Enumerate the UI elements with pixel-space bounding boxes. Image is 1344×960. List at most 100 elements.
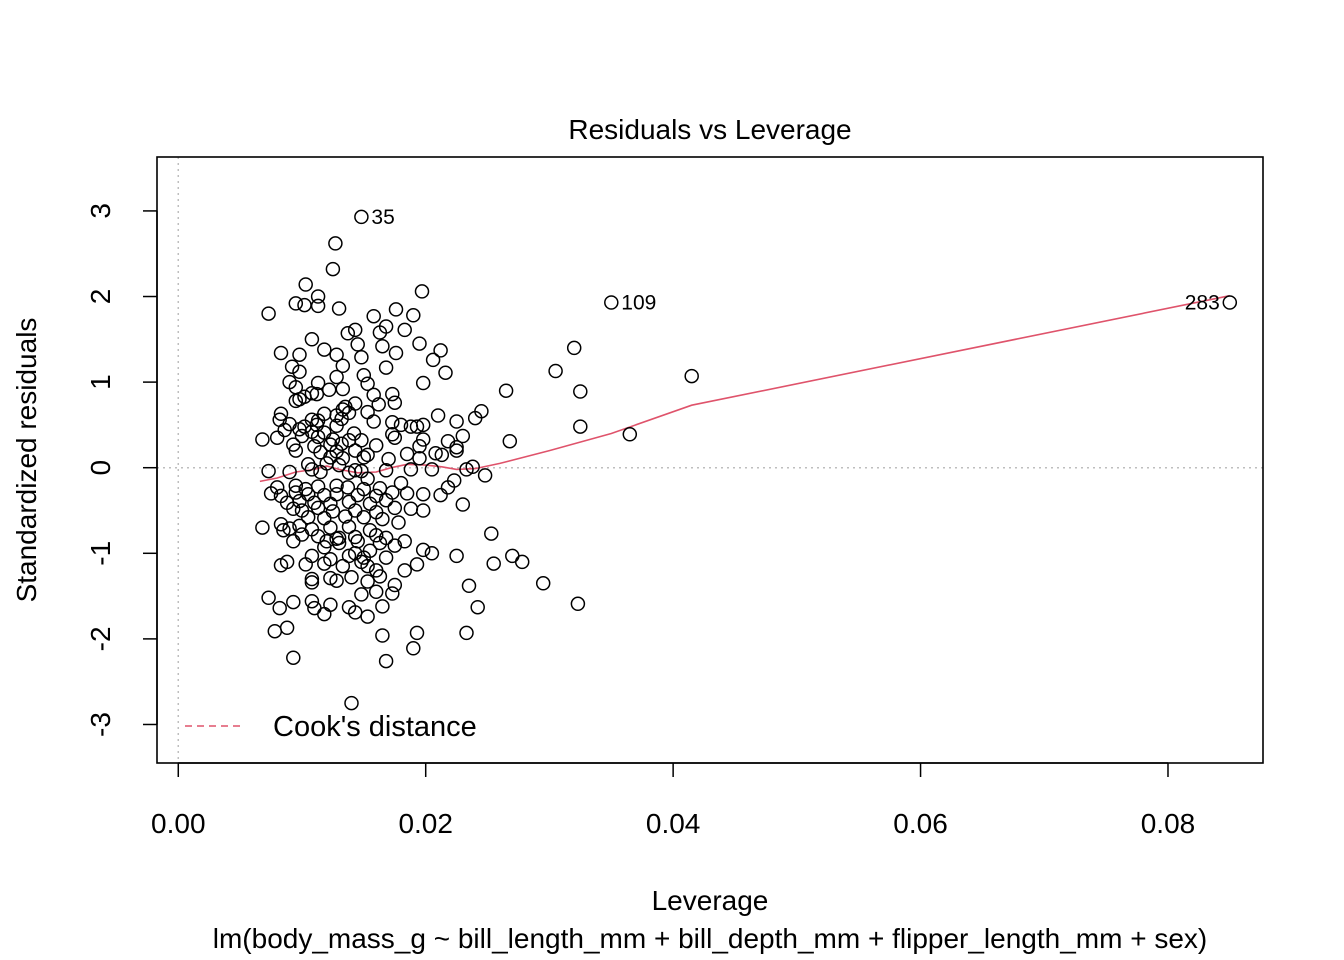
- data-point: [255, 432, 270, 447]
- data-point: [273, 345, 289, 361]
- y-tick-label: -2: [85, 626, 116, 651]
- data-point: [409, 625, 425, 641]
- data-point: [388, 302, 404, 317]
- data-point: [372, 480, 388, 496]
- data-point: [325, 261, 341, 277]
- x-axis-label: Leverage: [652, 885, 769, 916]
- data-point: [1222, 295, 1238, 310]
- data-point: [378, 550, 394, 565]
- data-point: [433, 343, 448, 358]
- data-point: [297, 297, 312, 313]
- x-tick-label: 0.06: [893, 808, 948, 839]
- points-layer: [255, 209, 1238, 711]
- data-point: [502, 433, 518, 449]
- data-point: [261, 590, 276, 606]
- data-point: [317, 606, 332, 622]
- data-point: [622, 427, 638, 442]
- data-point: [415, 486, 431, 502]
- data-point: [356, 510, 372, 525]
- data-point: [368, 584, 384, 600]
- data-point: [298, 277, 313, 292]
- data-point: [277, 422, 292, 438]
- data-point: [304, 385, 320, 401]
- data-point: [403, 501, 419, 517]
- data-point: [387, 577, 403, 593]
- data-point: [425, 352, 441, 368]
- data-point: [465, 459, 480, 475]
- y-tick-label: 1: [85, 374, 116, 390]
- data-point: [329, 369, 344, 385]
- data-point: [455, 428, 471, 444]
- data-point: [354, 587, 369, 602]
- data-point: [391, 515, 406, 530]
- data-point: [360, 404, 375, 420]
- data-point: [385, 427, 400, 442]
- data-point: [317, 556, 332, 571]
- data-point: [415, 375, 431, 391]
- data-point: [331, 535, 347, 551]
- data-point: [276, 522, 291, 538]
- data-point: [279, 620, 295, 636]
- data-point: [335, 558, 351, 574]
- data-point: [505, 548, 520, 564]
- x-axis: 0.00 0.02 0.04 0.06 0.08: [151, 762, 1195, 839]
- data-point: [356, 368, 372, 383]
- data-point: [282, 521, 297, 536]
- x-tick-label: 0.02: [398, 808, 453, 839]
- data-point: [372, 535, 388, 551]
- data-point: [294, 527, 310, 542]
- data-point: [514, 554, 530, 570]
- data-point: [344, 570, 359, 585]
- data-point: [449, 443, 464, 458]
- data-point: [449, 414, 464, 429]
- data-point: [573, 384, 588, 399]
- data-point: [354, 433, 369, 448]
- data-point: [267, 623, 283, 639]
- data-point: [455, 497, 471, 512]
- data-point: [406, 641, 421, 656]
- data-point: [381, 451, 396, 467]
- data-point: [360, 609, 375, 624]
- data-point: [331, 457, 347, 473]
- data-point: [300, 486, 316, 502]
- data-point: [323, 520, 338, 535]
- reference-lines: [157, 157, 1263, 763]
- legend: Cook's distance: [185, 711, 477, 743]
- data-point: [477, 468, 493, 483]
- data-point: [415, 417, 431, 433]
- data-point: [604, 295, 619, 310]
- data-point: [360, 558, 375, 574]
- data-point: [548, 363, 563, 379]
- data-point: [430, 408, 446, 423]
- data-point: [354, 350, 369, 365]
- data-point: [261, 463, 276, 479]
- data-point: [360, 447, 375, 463]
- data-point: [304, 462, 320, 477]
- data-point: [273, 558, 289, 573]
- data-point: [347, 322, 363, 338]
- data-point: [317, 510, 332, 526]
- data-point: [328, 236, 343, 251]
- data-point: [350, 534, 365, 549]
- point-label: 109: [621, 292, 656, 315]
- data-point: [459, 625, 474, 641]
- x-tick-label: 0.00: [151, 808, 206, 839]
- plot-frame: [156, 156, 1264, 764]
- data-point: [412, 451, 427, 466]
- data-point: [292, 364, 307, 380]
- data-point: [304, 332, 320, 347]
- data-point: [486, 556, 501, 571]
- data-point: [288, 443, 304, 458]
- data-point: [317, 342, 332, 357]
- data-point: [366, 414, 381, 429]
- y-axis: -3 -2 -1 0 1 2 3: [85, 203, 158, 737]
- data-point: [261, 306, 276, 321]
- data-point: [378, 653, 394, 669]
- data-point: [360, 471, 375, 487]
- data-point: [378, 492, 394, 508]
- data-point: [341, 494, 357, 510]
- data-point: [310, 528, 326, 544]
- data-point: [484, 526, 499, 541]
- data-point: [297, 389, 312, 404]
